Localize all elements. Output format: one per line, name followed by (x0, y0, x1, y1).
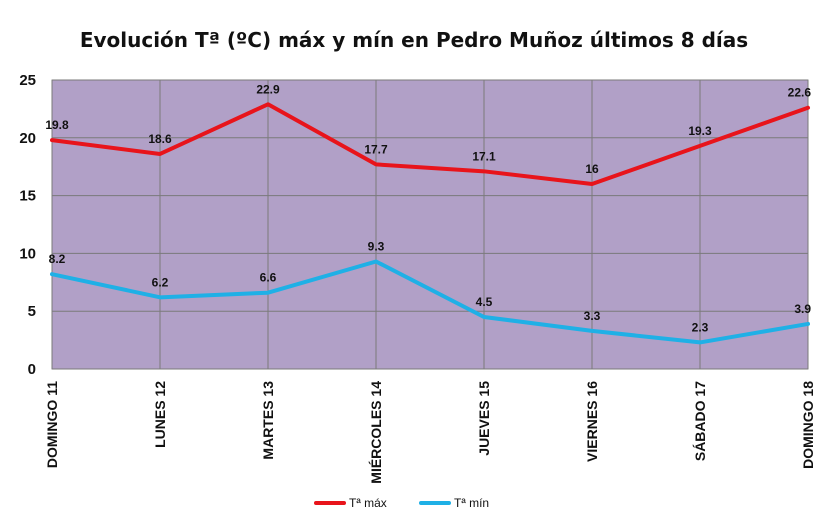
data-label: 3.3 (584, 309, 601, 323)
x-tick-label: DOMINGO 18 (800, 381, 816, 469)
x-tick-label: SÁBADO 17 (692, 381, 708, 461)
x-tick-label: MARTES 13 (260, 381, 276, 460)
y-tick-label: 5 (28, 303, 36, 320)
data-label: 2.3 (692, 320, 709, 334)
y-tick-label: 20 (19, 130, 36, 147)
data-label: 3.9 (794, 302, 811, 316)
data-label: 8.2 (49, 252, 66, 266)
data-label: 6.6 (260, 271, 277, 285)
data-label: 22.9 (256, 82, 280, 96)
data-label: 9.3 (368, 239, 385, 253)
x-tick-label: DOMINGO 11 (44, 381, 60, 468)
chart-title: Evolución Tª (ºC) máx y mín en Pedro Muñ… (79, 28, 749, 52)
legend-label: Tª máx (349, 496, 387, 510)
y-tick-label: 0 (28, 361, 36, 378)
y-tick-label: 10 (19, 245, 36, 262)
data-label: 17.7 (364, 142, 388, 156)
data-label: 6.2 (152, 275, 169, 289)
y-tick-label: 15 (19, 188, 36, 205)
x-tick-label: MIÉRCOLES 14 (368, 381, 384, 484)
plot-area (51, 79, 809, 370)
data-label: 4.5 (476, 295, 493, 309)
data-label: 22.6 (788, 86, 812, 100)
data-label: 17.1 (472, 149, 496, 163)
series-line-min (50, 259, 810, 345)
data-label: 16 (585, 162, 599, 176)
x-tick-label: JUEVES 15 (476, 381, 492, 456)
x-tick-label: LUNES 12 (152, 381, 168, 448)
data-label: 18.6 (148, 132, 172, 146)
y-tick-label: 25 (19, 72, 36, 89)
data-label: 19.3 (688, 124, 712, 138)
series-line-max (50, 102, 810, 187)
legend-label: Tª mín (454, 496, 489, 510)
x-tick-label: VIERNES 16 (584, 381, 600, 462)
data-label: 19.8 (45, 118, 69, 132)
